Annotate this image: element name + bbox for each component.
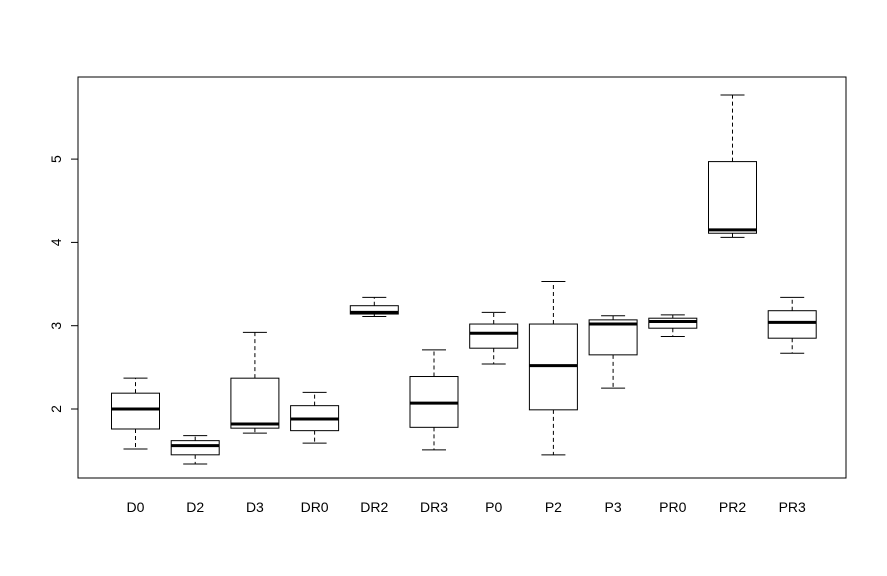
x-category-label: PR0 <box>659 499 686 515</box>
boxes-group <box>111 94 817 465</box>
box-PR0 <box>648 314 698 338</box>
box-DR3 <box>409 349 459 451</box>
y-tick-label: 5 <box>48 155 64 163</box>
box-D0 <box>111 377 160 450</box>
iqr-box <box>230 377 280 429</box>
iqr-box <box>349 305 399 315</box>
plot-frame <box>77 76 847 479</box>
box-P0 <box>469 311 519 365</box>
x-category-label: D0 <box>127 499 145 515</box>
x-category-label: D2 <box>186 499 204 515</box>
box-D3 <box>230 331 280 434</box>
x-axis-labels: D0 D2 D3 DR0 DR2 DR3 P0 P2 P3 PR0 PR2 PR3 <box>127 499 806 515</box>
box-DR0 <box>290 391 340 444</box>
iqr-box <box>708 161 757 234</box>
box-DR2 <box>349 296 399 318</box>
iqr-box <box>648 317 698 329</box>
box-P2 <box>528 281 578 456</box>
box-D2 <box>170 435 220 465</box>
iqr-box <box>588 319 638 356</box>
box-PR3 <box>767 296 817 354</box>
iqr-box <box>170 440 220 456</box>
x-category-label: PR2 <box>719 499 746 515</box>
x-category-label: P2 <box>545 499 562 515</box>
iqr-box <box>111 392 160 430</box>
iqr-box <box>767 310 817 339</box>
x-category-label: P3 <box>605 499 622 515</box>
y-tick-label: 2 <box>48 405 64 413</box>
box-P3 <box>588 315 638 389</box>
x-category-label: DR0 <box>301 499 329 515</box>
x-category-label: D3 <box>246 499 264 515</box>
x-category-label: P0 <box>485 499 502 515</box>
x-category-label: PR3 <box>779 499 806 515</box>
iqr-box <box>469 323 519 349</box>
y-tick-label: 3 <box>48 322 64 330</box>
y-axis: 2 3 4 5 <box>48 155 78 413</box>
box-PR2 <box>708 94 757 238</box>
x-category-label: DR2 <box>360 499 388 515</box>
x-category-label: DR3 <box>420 499 448 515</box>
y-tick-label: 4 <box>48 238 64 246</box>
